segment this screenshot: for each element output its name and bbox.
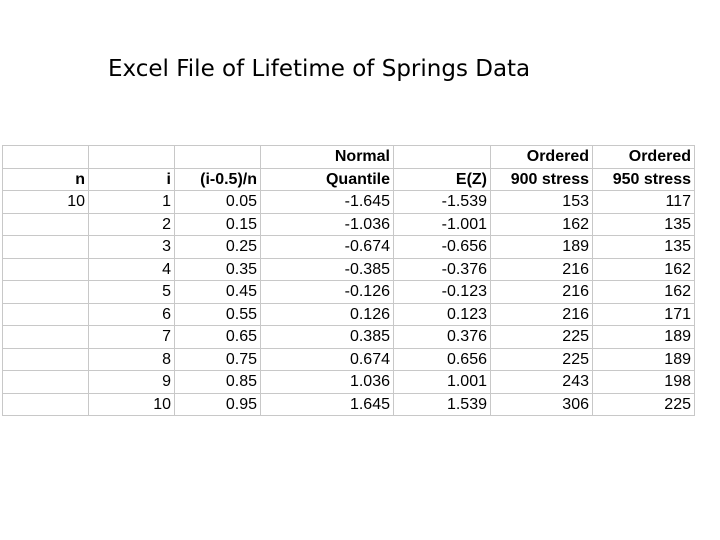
header-cell[interactable]: Normal — [260, 145, 394, 169]
table-cell[interactable]: 162 — [490, 212, 593, 236]
table-cell[interactable]: 153 — [490, 190, 593, 214]
table-cell[interactable]: -0.656 — [393, 235, 491, 259]
header-cell[interactable]: 950 stress — [592, 167, 695, 191]
table-row: 8 0.75 0.674 0.656 225 189 — [2, 347, 695, 371]
table-cell[interactable]: 9 — [88, 370, 175, 394]
table-cell[interactable]: 225 — [490, 347, 593, 371]
table-row: 10 0.95 1.645 1.539 306 225 — [2, 392, 695, 416]
table-cell[interactable]: -0.123 — [393, 280, 491, 304]
table-cell[interactable]: 171 — [592, 302, 695, 326]
table-cell[interactable]: 198 — [592, 370, 695, 394]
table-cell[interactable]: 8 — [88, 347, 175, 371]
header-cell[interactable]: 900 stress — [490, 167, 593, 191]
header-cell[interactable]: (i-0.5)/n — [174, 167, 261, 191]
table-cell[interactable]: 0.55 — [174, 302, 261, 326]
table-cell[interactable] — [2, 370, 89, 394]
table-cell[interactable]: 117 — [592, 190, 695, 214]
table-cell[interactable] — [2, 347, 89, 371]
table-cell[interactable]: 0.85 — [174, 370, 261, 394]
table-cell[interactable] — [2, 212, 89, 236]
header-cell[interactable] — [2, 145, 89, 169]
table-cell[interactable]: 0.65 — [174, 325, 261, 349]
spreadsheet-table: Normal Ordered Ordered n i (i-0.5)/n Qua… — [2, 145, 695, 416]
table-cell[interactable]: 0.95 — [174, 392, 261, 416]
table-cell[interactable]: -1.539 — [393, 190, 491, 214]
table-cell[interactable]: -0.126 — [260, 280, 394, 304]
table-cell[interactable]: 135 — [592, 235, 695, 259]
table-cell[interactable]: 2 — [88, 212, 175, 236]
table-cell[interactable] — [2, 302, 89, 326]
table-cell[interactable]: 1 — [88, 190, 175, 214]
table-cell[interactable]: 10 — [2, 190, 89, 214]
table-cell[interactable]: 3 — [88, 235, 175, 259]
table-cell[interactable]: 0.126 — [260, 302, 394, 326]
table-cell[interactable]: 216 — [490, 280, 593, 304]
table-cell[interactable]: 1.539 — [393, 392, 491, 416]
table-cell[interactable]: 10 — [88, 392, 175, 416]
table-cell[interactable]: 243 — [490, 370, 593, 394]
table-cell[interactable]: 306 — [490, 392, 593, 416]
header-cell[interactable] — [174, 145, 261, 169]
table-cell[interactable]: 189 — [490, 235, 593, 259]
table-cell[interactable] — [2, 257, 89, 281]
table-cell[interactable]: 216 — [490, 302, 593, 326]
table-cell[interactable]: -1.001 — [393, 212, 491, 236]
table-cell[interactable]: 0.15 — [174, 212, 261, 236]
table-row: 5 0.45 -0.126 -0.123 216 162 — [2, 280, 695, 304]
table-row: 2 0.15 -1.036 -1.001 162 135 — [2, 212, 695, 236]
table-cell[interactable] — [2, 280, 89, 304]
page-title: Excel File of Lifetime of Springs Data — [108, 56, 531, 82]
table-cell[interactable] — [2, 235, 89, 259]
table-row: 3 0.25 -0.674 -0.656 189 135 — [2, 235, 695, 259]
table-cell[interactable]: -0.385 — [260, 257, 394, 281]
table-cell[interactable]: 189 — [592, 325, 695, 349]
table-row: 9 0.85 1.036 1.001 243 198 — [2, 370, 695, 394]
table-cell[interactable]: 0.75 — [174, 347, 261, 371]
table-cell[interactable]: 0.385 — [260, 325, 394, 349]
table-row: 6 0.55 0.126 0.123 216 171 — [2, 302, 695, 326]
table-cell[interactable]: 189 — [592, 347, 695, 371]
table-cell[interactable]: 216 — [490, 257, 593, 281]
table-cell[interactable]: 135 — [592, 212, 695, 236]
table-cell[interactable]: 1.036 — [260, 370, 394, 394]
table-cell[interactable]: 1.001 — [393, 370, 491, 394]
table-cell[interactable]: 5 — [88, 280, 175, 304]
header-cell[interactable]: i — [88, 167, 175, 191]
header-cell[interactable]: Ordered — [490, 145, 593, 169]
table-cell[interactable] — [2, 325, 89, 349]
header-cell[interactable] — [88, 145, 175, 169]
header-cell[interactable]: n — [2, 167, 89, 191]
table-cell[interactable]: 225 — [490, 325, 593, 349]
table-cell[interactable]: 0.123 — [393, 302, 491, 326]
table-cell[interactable]: 162 — [592, 280, 695, 304]
table-row: 10 1 0.05 -1.645 -1.539 153 117 — [2, 190, 695, 214]
table-cell[interactable]: 0.656 — [393, 347, 491, 371]
table-cell[interactable]: -0.376 — [393, 257, 491, 281]
table-cell[interactable]: 4 — [88, 257, 175, 281]
header-row-2: n i (i-0.5)/n Quantile E(Z) 900 stress 9… — [2, 167, 695, 191]
table-cell[interactable]: 0.25 — [174, 235, 261, 259]
header-cell[interactable]: Ordered — [592, 145, 695, 169]
header-cell[interactable]: E(Z) — [393, 167, 491, 191]
table-cell[interactable]: -0.674 — [260, 235, 394, 259]
table-cell[interactable]: 0.674 — [260, 347, 394, 371]
table-cell[interactable] — [2, 392, 89, 416]
table-cell[interactable]: 1.645 — [260, 392, 394, 416]
table-row: 4 0.35 -0.385 -0.376 216 162 — [2, 257, 695, 281]
header-row-1: Normal Ordered Ordered — [2, 145, 695, 169]
header-cell[interactable] — [393, 145, 491, 169]
table-cell[interactable]: -1.036 — [260, 212, 394, 236]
table-cell[interactable]: 162 — [592, 257, 695, 281]
table-cell[interactable]: 6 — [88, 302, 175, 326]
header-cell[interactable]: Quantile — [260, 167, 394, 191]
table-row: 7 0.65 0.385 0.376 225 189 — [2, 325, 695, 349]
table-cell[interactable]: 0.35 — [174, 257, 261, 281]
table-cell[interactable]: 0.05 — [174, 190, 261, 214]
table-cell[interactable]: 0.45 — [174, 280, 261, 304]
table-cell[interactable]: 7 — [88, 325, 175, 349]
table-cell[interactable]: 0.376 — [393, 325, 491, 349]
table-cell[interactable]: -1.645 — [260, 190, 394, 214]
table-cell[interactable]: 225 — [592, 392, 695, 416]
